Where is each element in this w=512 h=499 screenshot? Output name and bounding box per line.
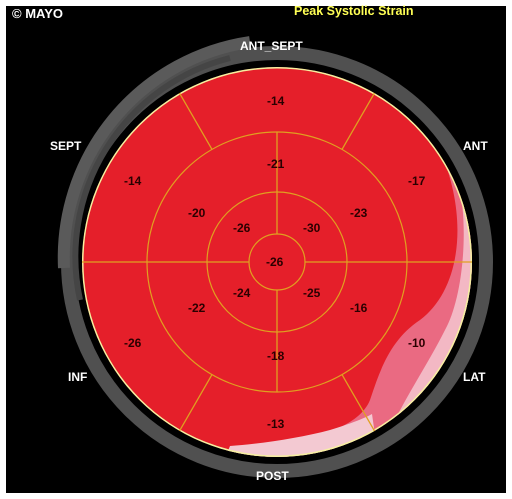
offset-ring-inner (72, 55, 231, 301)
segment-spokes (82, 92, 472, 432)
low-strain-zone (207, 67, 472, 457)
segment-apical-sept: -26 (233, 221, 251, 235)
segment-mid-sept: -20 (188, 206, 206, 220)
segment-basal-sept: -14 (124, 174, 142, 188)
segment-mid-post: -18 (267, 349, 285, 363)
wall-label-ant: ANT (463, 139, 488, 153)
segment-apical-ant: -30 (303, 221, 321, 235)
wall-label-ant-sept: ANT_SEPT (240, 39, 303, 53)
segment-apical-inf: -24 (233, 286, 251, 300)
segment-mid-ant: -23 (350, 206, 368, 220)
segment-basal-post: -13 (267, 417, 285, 431)
copyright-label: © MAYO (12, 6, 63, 21)
segment-basal-lat: -10 (408, 336, 426, 350)
segment-basal-ant: -17 (408, 174, 426, 188)
segment-mid-ant-sept: -21 (267, 157, 285, 171)
strain-disc (82, 67, 472, 457)
wall-label-inf: INF (68, 370, 87, 384)
wall-label-post: POST (256, 469, 289, 483)
segment-basal-ant-sept: -14 (267, 94, 285, 108)
offset-ring (57, 36, 251, 269)
wall-label-sept: SEPT (50, 139, 82, 153)
wall-label-lat: LAT (463, 370, 486, 384)
figure-title: Peak Systolic Strain (294, 4, 414, 18)
segment-mid-inf: -22 (188, 301, 206, 315)
segment-mid-lat: -16 (350, 301, 368, 315)
segment-apex: -26 (266, 255, 284, 269)
segment-basal-inf: -26 (124, 336, 142, 350)
segment-apical-lat: -25 (303, 286, 321, 300)
